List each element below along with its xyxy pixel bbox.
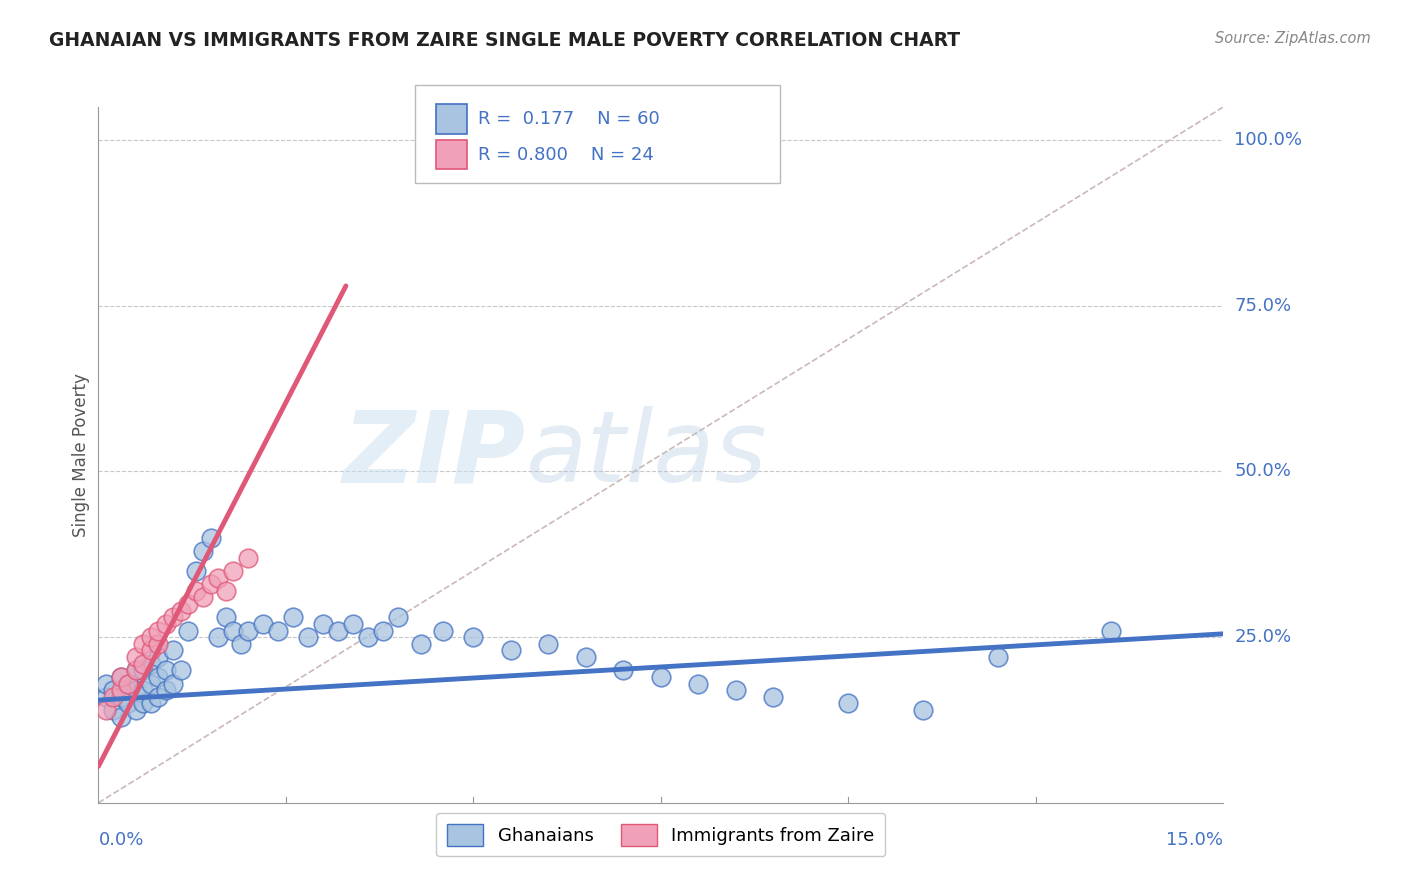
Point: [207, 630, 229, 644]
Point: [387, 610, 409, 624]
Point: [148, 624, 170, 638]
Point: [238, 550, 260, 565]
Text: 15.0%: 15.0%: [1166, 830, 1223, 848]
Point: [215, 583, 238, 598]
Point: [499, 643, 522, 657]
Point: [155, 683, 177, 698]
Point: [222, 564, 245, 578]
Legend: Ghanaians, Immigrants from Zaire: Ghanaians, Immigrants from Zaire: [436, 813, 886, 856]
Point: [148, 690, 170, 704]
Point: [229, 637, 252, 651]
Point: [103, 683, 125, 698]
Point: [132, 697, 155, 711]
Point: [139, 643, 162, 657]
Text: R = 0.800    N = 24: R = 0.800 N = 24: [478, 145, 654, 164]
Text: atlas: atlas: [526, 407, 768, 503]
Text: 75.0%: 75.0%: [1234, 297, 1292, 315]
Point: [200, 531, 222, 545]
Point: [312, 616, 335, 631]
Point: [650, 670, 672, 684]
Point: [193, 544, 215, 558]
Point: [184, 583, 207, 598]
Point: [148, 670, 170, 684]
Point: [238, 624, 260, 638]
Point: [125, 663, 148, 677]
Point: [357, 630, 380, 644]
Point: [184, 564, 207, 578]
Y-axis label: Single Male Poverty: Single Male Poverty: [72, 373, 90, 537]
Point: [373, 624, 395, 638]
Point: [170, 604, 193, 618]
Point: [125, 663, 148, 677]
Point: [177, 624, 200, 638]
Point: [463, 630, 485, 644]
Point: [110, 690, 132, 704]
Text: GHANAIAN VS IMMIGRANTS FROM ZAIRE SINGLE MALE POVERTY CORRELATION CHART: GHANAIAN VS IMMIGRANTS FROM ZAIRE SINGLE…: [49, 31, 960, 50]
Point: [432, 624, 454, 638]
Point: [103, 690, 125, 704]
Point: [139, 630, 162, 644]
Point: [267, 624, 290, 638]
Point: [537, 637, 560, 651]
Point: [762, 690, 785, 704]
Point: [117, 676, 139, 690]
Point: [155, 663, 177, 677]
Point: [283, 610, 305, 624]
Point: [110, 709, 132, 723]
Point: [110, 683, 132, 698]
Point: [342, 616, 364, 631]
Text: ZIP: ZIP: [343, 407, 526, 503]
Point: [132, 657, 155, 671]
Text: R =  0.177    N = 60: R = 0.177 N = 60: [478, 110, 659, 128]
Point: [110, 670, 132, 684]
Point: [215, 610, 238, 624]
Point: [1099, 624, 1122, 638]
Point: [125, 683, 148, 698]
Point: [170, 663, 193, 677]
Text: 50.0%: 50.0%: [1234, 462, 1291, 481]
Point: [148, 650, 170, 665]
Point: [125, 650, 148, 665]
Point: [575, 650, 598, 665]
Point: [94, 676, 117, 690]
Point: [222, 624, 245, 638]
Point: [94, 703, 117, 717]
Point: [252, 616, 274, 631]
Point: [125, 703, 148, 717]
Text: 25.0%: 25.0%: [1234, 628, 1292, 646]
Point: [117, 676, 139, 690]
Point: [328, 624, 350, 638]
Point: [139, 676, 162, 690]
Point: [155, 616, 177, 631]
Point: [200, 577, 222, 591]
Point: [117, 697, 139, 711]
Point: [987, 650, 1010, 665]
Point: [837, 697, 859, 711]
Point: [912, 703, 935, 717]
Point: [193, 591, 215, 605]
Point: [132, 663, 155, 677]
Point: [297, 630, 319, 644]
Point: [139, 657, 162, 671]
Point: [139, 697, 162, 711]
Point: [162, 610, 184, 624]
Point: [148, 637, 170, 651]
Point: [207, 570, 229, 584]
Point: [724, 683, 747, 698]
Point: [94, 690, 117, 704]
Point: [110, 670, 132, 684]
Point: [162, 676, 184, 690]
Point: [162, 643, 184, 657]
Point: [132, 637, 155, 651]
Point: [409, 637, 432, 651]
Point: [688, 676, 710, 690]
Text: 100.0%: 100.0%: [1234, 131, 1302, 149]
Point: [612, 663, 634, 677]
Point: [103, 703, 125, 717]
Point: [177, 597, 200, 611]
Text: Source: ZipAtlas.com: Source: ZipAtlas.com: [1215, 31, 1371, 46]
Text: 0.0%: 0.0%: [98, 830, 143, 848]
Point: [132, 683, 155, 698]
